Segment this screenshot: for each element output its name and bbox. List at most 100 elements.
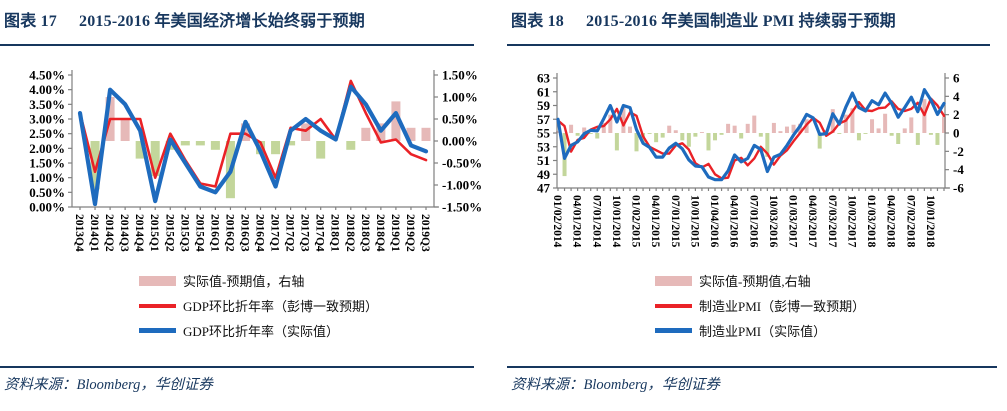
left-axis-tick-label: 2.00% xyxy=(29,141,65,156)
diff-bar xyxy=(647,133,652,134)
diff-bar xyxy=(286,141,296,146)
diff-bar xyxy=(601,122,606,133)
x-axis-tick-label: 2017Q3 xyxy=(299,214,311,252)
diff-bar xyxy=(863,133,868,134)
source-note: 资料来源：Bloomberg，华创证券 xyxy=(511,377,720,393)
left-axis-tick-label: 3.00% xyxy=(29,112,65,127)
diff-bar xyxy=(752,115,757,133)
diff-bar xyxy=(361,127,371,141)
left-axis-tick-label: 63 xyxy=(537,71,551,86)
legend-label: GDP环比折年率（彭博一致预期） xyxy=(183,299,379,314)
left-axis-tick-label: 2.50% xyxy=(29,126,65,141)
diff-bar xyxy=(240,123,250,141)
x-axis-tick-label: 2016Q4 xyxy=(254,214,266,252)
x-axis-tick-label: 2017Q4 xyxy=(314,214,326,252)
diff-bar xyxy=(135,141,145,159)
left-axis-tick-label: 0.50% xyxy=(29,185,65,200)
diff-bar xyxy=(739,133,744,139)
x-axis-tick-label: 10/03/2016 xyxy=(767,195,779,248)
x-axis-tick-label: 2015Q4 xyxy=(193,214,205,252)
chart-legend: 实际值-预期值，右轴 GDP环比折年率（彭博一致预期） GDP环比折年率（实际值… xyxy=(139,268,378,343)
left-axis-tick-label: 51 xyxy=(537,153,550,168)
x-axis-tick-label: 07/01/2014 xyxy=(590,195,602,248)
diff-bar xyxy=(595,133,600,139)
x-axis-tick-label: 2018Q4 xyxy=(374,214,386,252)
diff-bar xyxy=(391,101,401,141)
x-axis-tick-label: 2015Q1 xyxy=(148,214,160,252)
x-axis-tick-label: 2014Q2 xyxy=(103,214,115,252)
right-axis-tick-label: -1.50% xyxy=(442,200,482,215)
line-series-layer xyxy=(556,88,946,182)
diff-bar xyxy=(686,133,691,147)
left-axis-tick-label: 4.50% xyxy=(29,68,65,83)
axes-layer: 0.00%0.50%1.00%1.50%2.00%2.50%3.00%3.50%… xyxy=(29,68,482,252)
left-axis-tick-label: 55 xyxy=(537,126,551,141)
x-axis-tick-label: 2018Q3 xyxy=(359,214,371,252)
figure-17-heading: 图表 17 2015-2016 年美国经济增长始终弱于预期 xyxy=(4,7,365,31)
title-underline xyxy=(0,44,474,46)
x-axis-tick-label: 2019Q2 xyxy=(404,214,416,252)
diff-bar xyxy=(667,125,672,133)
diff-bar xyxy=(791,124,796,133)
diff-bar xyxy=(614,133,619,151)
diff-bar xyxy=(889,133,894,136)
gdp-growth-chart: 0.00%0.50%1.00%1.50%2.00%2.50%3.00%3.50%… xyxy=(29,68,482,252)
diff-bar xyxy=(556,131,560,133)
figure-18-heading: 图表 18 2015-2016 年美国制造业 PMI 持续弱于预期 xyxy=(511,7,896,31)
x-axis-tick-label: 2018Q2 xyxy=(344,214,356,252)
diff-bar xyxy=(928,133,933,135)
left-axis-tick-label: 61 xyxy=(537,84,550,99)
right-axis-tick-label: 2 xyxy=(953,107,960,122)
left-axis-tick-label: 1.00% xyxy=(29,170,65,185)
x-axis-tick-label: 04/02/2018 xyxy=(885,195,897,248)
x-axis-tick-label: 2016Q1 xyxy=(208,214,220,252)
left-axis-tick-label: 49 xyxy=(537,167,551,182)
x-axis-tick-label: 2014Q1 xyxy=(88,214,100,252)
diff-bar xyxy=(569,124,574,133)
legend-item-forecast: 制造业PMI（彭博一致预期） xyxy=(655,293,865,318)
figure-label: 图表 18 xyxy=(511,13,565,30)
diff-bar xyxy=(935,133,940,145)
diff-bar xyxy=(621,106,626,133)
x-axis-tick-label: 2015Q2 xyxy=(163,214,175,252)
diff-bar xyxy=(870,119,875,133)
diff-bar xyxy=(301,123,311,141)
right-axis-tick-label: -0.50% xyxy=(442,156,482,171)
source-note: 资料来源：Bloomberg，华创证券 xyxy=(4,377,213,393)
diff-bar xyxy=(771,122,776,133)
diff-bar xyxy=(745,123,750,133)
right-axis-tick-label: 1.00% xyxy=(442,90,478,105)
diff-bar xyxy=(575,133,580,136)
right-axis-tick-label: 0.50% xyxy=(442,112,478,127)
x-axis-tick-label: 01/02/2015 xyxy=(630,195,642,248)
left-axis-tick-label: 0.00% xyxy=(29,200,65,215)
title-underline xyxy=(507,44,990,46)
diff-bar xyxy=(180,141,190,146)
diff-bar xyxy=(654,133,659,143)
diff-bar xyxy=(346,141,356,150)
x-axis-tick-label: 07/01/2015 xyxy=(669,195,681,248)
x-axis-tick-label: 04/01/2016 xyxy=(728,195,740,248)
x-axis-tick-label: 2014Q4 xyxy=(133,214,145,252)
figure-18-panel: 图表 18 2015-2016 年美国制造业 PMI 持续弱于预期 47 49 51 5… xyxy=(507,0,1007,411)
legend-item-diff: 实际值-预期值,右轴 xyxy=(655,268,865,293)
blue-series-line xyxy=(556,88,946,182)
legend-label: GDP环比折年率（实际值） xyxy=(183,324,340,339)
x-axis-tick-label: 01/04/2016 xyxy=(708,195,720,248)
diff-bar xyxy=(634,133,639,152)
diff-bar xyxy=(210,141,220,150)
x-axis-tick-label: 2014Q3 xyxy=(118,214,130,252)
diff-bar xyxy=(673,130,678,133)
diff-bar xyxy=(608,114,613,133)
x-axis-tick-label: 10/01/2018 xyxy=(924,195,936,248)
left-axis-tick-label: 59 xyxy=(537,98,551,113)
diff-bar xyxy=(876,128,881,133)
chart-legend: 实际值-预期值,右轴 制造业PMI（彭博一致预期） 制造业PMI（实际值） xyxy=(655,268,865,343)
right-axis-tick-label: 1.50% xyxy=(442,68,478,83)
x-axis-tick-label: 2017Q2 xyxy=(284,214,296,252)
diff-bar xyxy=(680,133,685,141)
left-axis-tick-label: 4.00% xyxy=(29,82,65,97)
